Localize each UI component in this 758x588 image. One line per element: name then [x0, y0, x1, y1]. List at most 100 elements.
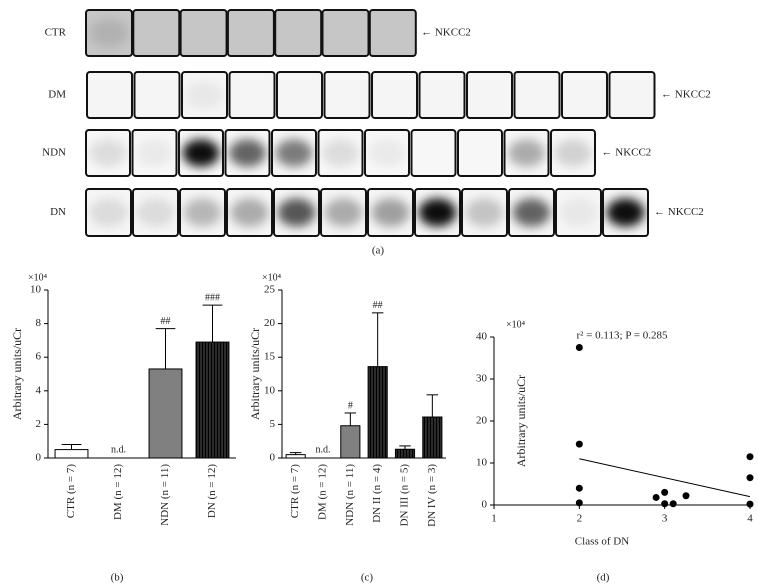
point	[669, 500, 677, 508]
band	[229, 139, 266, 167]
lane	[133, 10, 180, 56]
lane	[419, 72, 465, 118]
lane-border	[368, 9, 417, 57]
lane	[562, 72, 607, 118]
band	[275, 139, 313, 167]
point	[661, 500, 669, 508]
x-tick-label: DN IV (n = 3)	[426, 464, 438, 527]
lane-border	[228, 71, 276, 119]
lane-border	[273, 188, 320, 237]
bar	[148, 368, 183, 459]
point	[575, 344, 583, 351]
band	[368, 139, 406, 167]
lane-border	[85, 188, 132, 237]
lane-border	[132, 9, 181, 57]
y-tick-label: 4	[36, 384, 42, 396]
x-tick-label: 2	[577, 513, 583, 525]
x-tick-label: DN III (n = 5)	[399, 464, 411, 527]
lane	[322, 10, 369, 56]
bar	[367, 366, 388, 459]
marker-label: ← NKCC2	[421, 27, 471, 39]
band	[324, 198, 363, 227]
x-tick-label: 4	[747, 513, 753, 525]
y-tick-label: 0	[270, 452, 276, 464]
x-tick-label: CTR (n = 7)	[65, 464, 77, 519]
lane-border	[133, 71, 181, 119]
band	[89, 198, 128, 227]
band	[559, 198, 598, 227]
lane-border	[276, 71, 323, 119]
lane	[134, 72, 180, 118]
band	[183, 198, 222, 227]
point	[575, 484, 583, 492]
lane	[229, 72, 275, 118]
lane-border	[418, 71, 466, 119]
y-tick-label: 30	[476, 373, 488, 385]
point	[575, 440, 583, 448]
y-tick-label: 10	[264, 384, 276, 396]
x-axis-label: Class of DN	[575, 536, 629, 548]
lane-border	[410, 129, 457, 177]
lane-border	[561, 71, 608, 119]
lane	[324, 72, 370, 118]
y-tick-label: 10	[476, 457, 488, 469]
lane-border	[132, 188, 179, 237]
band	[185, 81, 224, 109]
lane-border	[179, 188, 226, 237]
marker-label: ← NKCC2	[654, 206, 704, 218]
row-label: DM	[48, 89, 66, 101]
bar-label: ##	[373, 300, 383, 311]
band	[89, 19, 129, 47]
bar-label: n.d.	[316, 444, 331, 455]
lane-border	[461, 188, 508, 237]
row-label: NDN	[42, 147, 66, 159]
fit-line	[579, 458, 751, 498]
x-tick-label: DN (n = 12)	[206, 464, 218, 519]
x-tick-label: 3	[662, 513, 668, 525]
lane-border	[320, 188, 367, 237]
point	[682, 492, 690, 500]
y-tick-label: 0	[36, 452, 42, 464]
y-tick-label: 0	[482, 499, 488, 511]
band	[89, 139, 127, 167]
caption: (a)	[372, 245, 385, 257]
lane-border	[414, 188, 461, 237]
bar	[422, 416, 443, 459]
lane-border	[271, 129, 317, 177]
band	[136, 198, 175, 227]
point	[746, 500, 754, 508]
band	[277, 198, 316, 227]
band	[230, 198, 269, 227]
lane	[609, 72, 655, 118]
lane-border	[226, 9, 275, 57]
y-tick-label: 40	[476, 331, 488, 343]
lane	[411, 130, 456, 176]
y-axis-label: Arbitrary units/uCr	[248, 328, 262, 420]
lane	[227, 10, 274, 56]
y-tick-label: 25	[264, 284, 276, 296]
x-tick-label: NDN (n = 11)	[159, 464, 171, 526]
band	[418, 198, 457, 227]
caption: (d)	[597, 572, 610, 584]
x-tick-label: DM (n = 12)	[317, 464, 329, 520]
lane	[180, 10, 227, 56]
band	[182, 139, 220, 167]
lane-border	[508, 188, 555, 237]
lane	[87, 72, 132, 118]
lane-border	[602, 188, 649, 237]
bar-label: ###	[205, 292, 220, 303]
point	[746, 453, 754, 461]
lane-border	[550, 129, 596, 177]
y-multiplier: ×10⁴	[506, 319, 526, 330]
marker-label: ← NKCC2	[661, 89, 711, 101]
lane	[514, 72, 560, 118]
point	[575, 499, 583, 507]
bar	[340, 425, 361, 459]
lane	[372, 72, 417, 118]
lane-border	[503, 129, 550, 177]
lane-border	[178, 129, 224, 177]
marker-label: ← NKCC2	[602, 147, 652, 159]
band	[554, 139, 592, 167]
lane-border	[86, 71, 133, 119]
bar	[54, 449, 89, 459]
